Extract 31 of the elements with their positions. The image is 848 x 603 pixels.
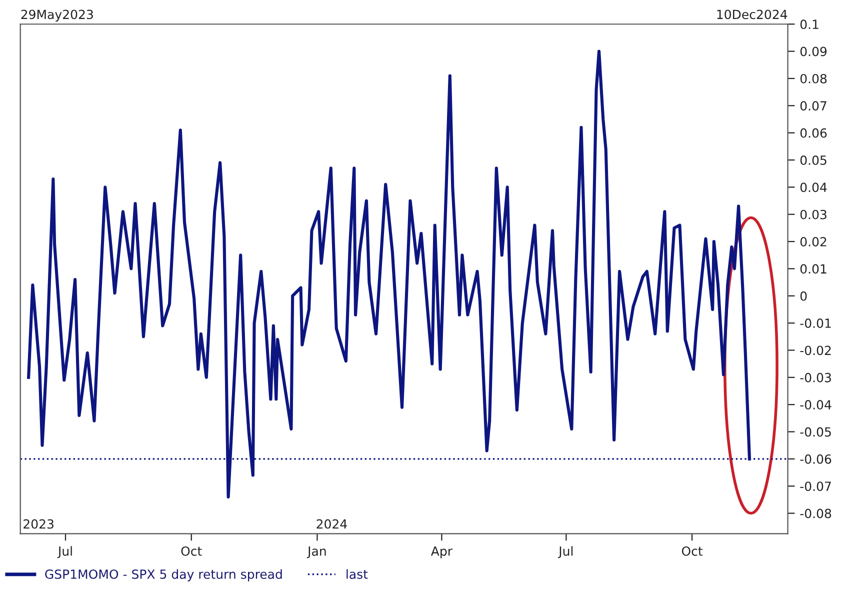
text: 10Dec2024	[717, 10, 788, 20]
y-tick-label: -0.03	[800, 372, 831, 382]
y-tick-label: 0.02	[800, 236, 826, 246]
y-tick-label: 0.1	[800, 20, 818, 30]
x-tick-label: Jan	[306, 546, 326, 558]
y-tick-label: 0.01	[800, 264, 826, 274]
y-tick-label: 0	[800, 291, 807, 301]
x-tick-label: Jul	[558, 546, 573, 558]
annotation: 2024	[316, 519, 347, 529]
y-tick-label: -0.05	[800, 427, 831, 437]
y-tick-label: 0.06	[800, 128, 827, 138]
y-tick-label: -0.06	[800, 454, 832, 464]
x-tick-label: Apr	[430, 546, 453, 558]
x-tick-label: Oct	[682, 546, 703, 556]
y-tick-label: -0.02	[800, 346, 831, 356]
y-tick-label: 0.09	[800, 46, 827, 56]
x-tick-label: Jul	[57, 546, 72, 558]
y-tick-label: -0.01	[800, 318, 831, 328]
text: 29May2023	[21, 10, 93, 22]
legend-label: last	[346, 569, 368, 579]
y-tick-label: 0.03	[800, 210, 826, 220]
y-tick-label: 0.05	[800, 155, 826, 165]
y-tick-label: 0.08	[800, 74, 827, 84]
y-tick-label: -0.07	[800, 482, 831, 492]
y-tick-label: -0.04	[800, 400, 832, 410]
legend-label: GSP1MOMO - SPX 5 day return spread	[45, 569, 282, 582]
x-tick-label: Oct	[181, 546, 202, 556]
y-tick-label: -0.08	[800, 508, 832, 518]
annotation: 2023	[24, 519, 54, 529]
y-tick-label: 0.07	[800, 101, 826, 111]
y-tick-label: 0.04	[800, 182, 827, 192]
